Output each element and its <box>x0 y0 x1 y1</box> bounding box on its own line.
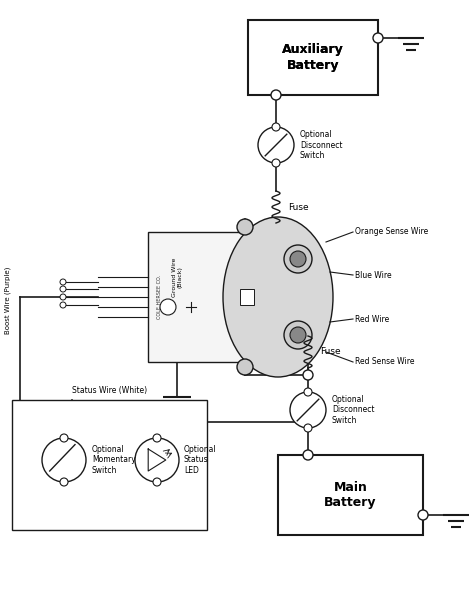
Circle shape <box>153 478 161 486</box>
Circle shape <box>258 127 294 163</box>
Circle shape <box>60 478 68 486</box>
Ellipse shape <box>223 217 333 377</box>
Circle shape <box>237 359 253 375</box>
Circle shape <box>42 438 86 482</box>
Text: Ground Wire
(Black): Ground Wire (Black) <box>172 258 182 297</box>
Bar <box>148 232 248 362</box>
Circle shape <box>373 33 383 43</box>
Text: Red Wire: Red Wire <box>355 314 389 323</box>
Text: Status Wire (White): Status Wire (White) <box>72 386 147 395</box>
Circle shape <box>60 302 66 308</box>
Text: Fuse: Fuse <box>288 202 309 211</box>
Bar <box>278 455 423 535</box>
Circle shape <box>284 245 312 273</box>
Circle shape <box>60 294 66 300</box>
Text: Blue Wire: Blue Wire <box>355 271 392 279</box>
Text: Optional
Disconnect
Switch: Optional Disconnect Switch <box>300 130 343 160</box>
Circle shape <box>303 370 313 380</box>
Text: Optional
Status
LED: Optional Status LED <box>184 445 217 475</box>
Circle shape <box>60 434 68 442</box>
Circle shape <box>304 424 312 432</box>
Text: Optional
Momentary
Switch: Optional Momentary Switch <box>92 445 136 475</box>
Circle shape <box>290 327 306 343</box>
Circle shape <box>303 450 313 460</box>
Circle shape <box>304 388 312 396</box>
Circle shape <box>272 159 280 167</box>
Circle shape <box>290 251 306 267</box>
Text: Orange Sense Wire: Orange Sense Wire <box>355 227 428 236</box>
Text: Auxiliary
Battery: Auxiliary Battery <box>282 43 344 72</box>
Circle shape <box>135 438 179 482</box>
Circle shape <box>284 321 312 349</box>
Bar <box>240 289 254 305</box>
Circle shape <box>272 123 280 131</box>
Text: Boost Wire (Purple): Boost Wire (Purple) <box>5 266 11 334</box>
Circle shape <box>60 286 66 292</box>
Text: Main
Battery: Main Battery <box>324 481 377 509</box>
Bar <box>12 400 207 530</box>
Circle shape <box>160 299 176 315</box>
Circle shape <box>271 90 281 100</box>
Text: Fuse: Fuse <box>320 348 341 356</box>
Circle shape <box>418 510 428 520</box>
Text: Auxiliary
Battery: Auxiliary Battery <box>282 43 344 72</box>
Circle shape <box>153 434 161 442</box>
Circle shape <box>290 392 326 428</box>
Text: Optional
Disconnect
Switch: Optional Disconnect Switch <box>332 395 374 425</box>
Text: Red Sense Wire: Red Sense Wire <box>355 358 414 366</box>
Circle shape <box>60 279 66 285</box>
Text: COLE HERSEE CO.: COLE HERSEE CO. <box>157 275 163 319</box>
Bar <box>248 20 378 95</box>
Circle shape <box>237 219 253 235</box>
